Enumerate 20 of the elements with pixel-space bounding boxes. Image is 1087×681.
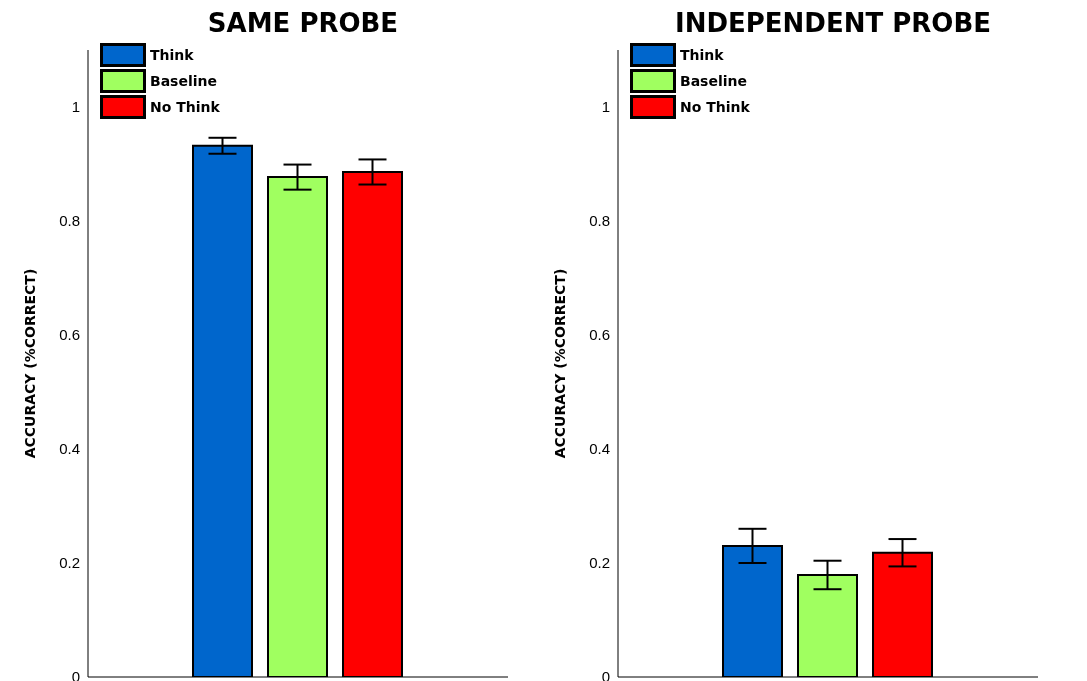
y-axis-title: ACCURACY (%CORRECT)	[551, 268, 568, 459]
chart-title: INDEPENDENT PROBE	[674, 8, 992, 40]
y-tick-label: 0.8	[589, 212, 610, 230]
legend-label: Think	[680, 47, 724, 63]
y-tick-label: 0.6	[589, 326, 610, 344]
chart-title: SAME PROBE	[206, 8, 400, 40]
legend-label: Baseline	[680, 73, 748, 89]
y-tick-label: 0.4	[589, 440, 610, 458]
legend-label: Think	[150, 47, 194, 63]
y-axis-title: ACCURACY (%CORRECT)	[21, 268, 38, 459]
legend-label: Baseline	[150, 73, 218, 89]
y-tick-label: 0.8	[59, 212, 80, 230]
y-tick-label: 0.2	[589, 554, 610, 572]
y-tick-label: 0.6	[59, 326, 80, 344]
y-tick-label: 0.4	[59, 440, 80, 458]
legend-label: No Think	[150, 99, 220, 115]
y-tick-label: 1	[601, 98, 610, 116]
y-tick-label: 1	[71, 98, 80, 116]
legend-label: No Think	[680, 99, 750, 115]
y-tick-label: 0.2	[59, 554, 80, 572]
